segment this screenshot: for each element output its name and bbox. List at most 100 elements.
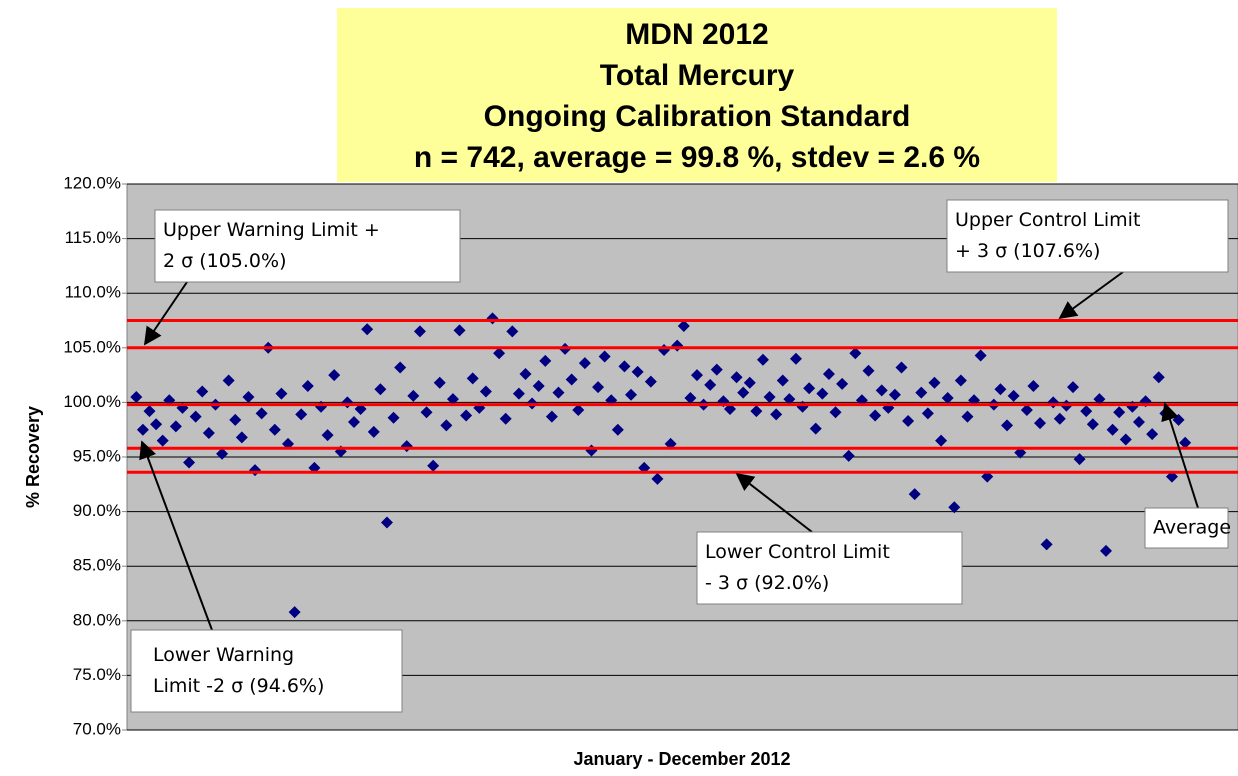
- y-tick-label: 105.0%: [63, 337, 121, 356]
- annotation-arrow: [143, 281, 188, 346]
- data-point: [756, 353, 769, 366]
- data-point: [1007, 389, 1020, 402]
- annotation-box: [130, 629, 403, 713]
- data-point: [321, 429, 334, 442]
- data-point: [862, 364, 875, 377]
- data-point: [1034, 417, 1047, 430]
- data-point: [875, 384, 888, 397]
- annotation-text: Lower Warning: [153, 644, 294, 666]
- y-tick-label: 75.0%: [73, 665, 121, 684]
- data-point: [618, 360, 631, 373]
- data-point: [565, 373, 578, 386]
- y-tick-label: 115.0%: [65, 228, 121, 247]
- data-point: [895, 361, 908, 374]
- data-point: [816, 387, 829, 400]
- y-tick-label: 110.0%: [65, 283, 121, 302]
- data-point: [677, 319, 690, 332]
- data-point: [1152, 371, 1165, 384]
- data-point: [156, 434, 169, 447]
- data-point: [374, 383, 387, 396]
- y-tick-label: 70.0%: [73, 719, 121, 738]
- data-point: [1073, 453, 1086, 466]
- data-point: [1027, 380, 1040, 393]
- chart-title: MDN 2012: [625, 18, 768, 51]
- data-point: [902, 414, 915, 427]
- annotation-text: 2 σ (105.0%): [163, 250, 286, 272]
- data-point: [684, 392, 697, 405]
- data-point: [941, 392, 954, 405]
- data-point: [1020, 404, 1033, 417]
- data-point: [915, 386, 928, 399]
- data-point: [1001, 419, 1014, 432]
- data-point: [169, 420, 182, 433]
- data-point: [1132, 416, 1145, 429]
- data-point: [935, 434, 948, 447]
- annotation-text: + 3 σ (107.6%): [955, 240, 1100, 262]
- data-point: [433, 376, 446, 389]
- data-point: [1080, 405, 1093, 418]
- data-point: [704, 378, 717, 391]
- data-point: [572, 404, 585, 417]
- data-point: [1067, 381, 1080, 394]
- data-point: [532, 380, 545, 393]
- x-axis-label: January - December 2012: [573, 749, 790, 769]
- data-point: [413, 325, 426, 338]
- data-point: [453, 324, 466, 337]
- data-point: [189, 410, 202, 423]
- data-point: [288, 606, 301, 619]
- data-point: [493, 347, 506, 360]
- data-point: [268, 423, 281, 436]
- data-point: [888, 388, 901, 401]
- y-tick-label: 120.0%: [63, 173, 121, 192]
- data-point: [150, 418, 163, 431]
- data-point: [380, 516, 393, 529]
- chart-title: Total Mercury: [600, 59, 795, 92]
- data-point: [592, 381, 605, 394]
- data-point: [539, 354, 552, 367]
- data-point: [229, 413, 242, 426]
- data-point: [242, 390, 255, 403]
- chart-title: n = 742, average = 99.8 %, stdev = 2.6 %: [414, 141, 980, 174]
- annotation-text: Lower Control Limit: [705, 541, 890, 563]
- chart-title: Ongoing Calibration Standard: [484, 100, 911, 133]
- data-point: [552, 386, 565, 399]
- data-point: [974, 349, 987, 362]
- data-point: [136, 423, 149, 436]
- data-point: [183, 456, 196, 469]
- data-point: [954, 374, 967, 387]
- data-point: [420, 406, 433, 419]
- data-point: [460, 409, 473, 422]
- annotation-arrow: [735, 472, 813, 533]
- data-point: [387, 411, 400, 424]
- data-point: [691, 369, 704, 382]
- data-point: [842, 449, 855, 462]
- data-point: [750, 405, 763, 418]
- data-point: [611, 423, 624, 436]
- data-point: [295, 408, 308, 421]
- data-point: [783, 393, 796, 406]
- data-point: [1093, 393, 1106, 406]
- annotation-arrow: [1161, 402, 1199, 509]
- data-point: [578, 357, 591, 370]
- data-point: [301, 380, 314, 393]
- y-tick-label: 100.0%: [63, 392, 121, 411]
- data-point: [367, 425, 380, 438]
- annotation-box: [696, 531, 963, 605]
- data-point: [730, 371, 743, 384]
- data-point: [130, 390, 143, 403]
- title-box: [337, 8, 1057, 182]
- data-point: [361, 323, 374, 336]
- data-point: [506, 325, 519, 338]
- data-point: [994, 383, 1007, 396]
- annotation-text: Limit -2 σ (94.6%): [153, 675, 324, 697]
- annotation-text: - 3 σ (92.0%): [705, 572, 829, 594]
- y-tick-label: 95.0%: [73, 446, 121, 465]
- data-point: [1179, 436, 1192, 449]
- data-point: [440, 419, 453, 432]
- data-point: [836, 377, 849, 390]
- y-tick-label: 90.0%: [73, 501, 121, 520]
- data-point: [822, 368, 835, 381]
- annotation-box: [946, 199, 1229, 273]
